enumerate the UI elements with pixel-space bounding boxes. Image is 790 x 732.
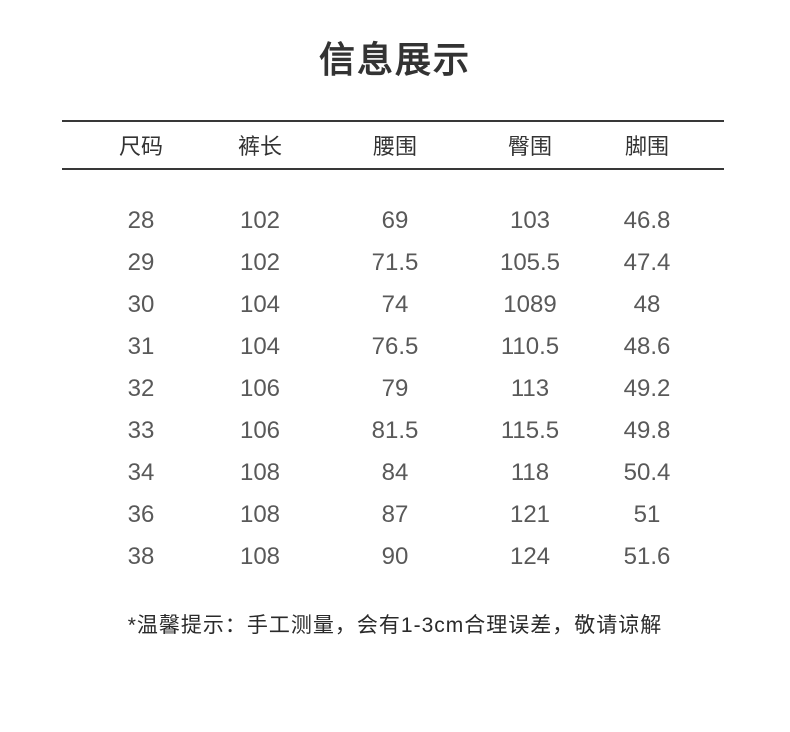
- table-row: 36 108 87 121 51: [62, 494, 724, 536]
- table-cell: 108: [239, 501, 281, 528]
- table-cell: 104: [239, 333, 281, 360]
- table-cell: 118: [510, 459, 550, 486]
- measurement-disclaimer: *温馨提示：手工测量，会有1-3cm合理误差，敬请谅解: [127, 614, 663, 637]
- table-row: 38 108 90 124 51.6: [62, 536, 724, 578]
- table-row: 34 108 84 118 50.4: [62, 452, 724, 494]
- column-header-waist: 腰围: [372, 134, 417, 159]
- table-body: 28 102 69 103 46.8 29 102 71.5 105.5 47.…: [62, 170, 724, 578]
- table-header-row: 尺码 裤长 腰围 臀围 脚围: [62, 120, 724, 170]
- table-cell: 84: [381, 459, 409, 486]
- table-cell: 74: [381, 291, 409, 318]
- table-cell: 121: [509, 501, 551, 528]
- table-cell: 108: [239, 543, 281, 570]
- table-cell: 31: [127, 333, 155, 360]
- table-cell: 103: [509, 207, 551, 234]
- table-cell: 106: [239, 375, 281, 402]
- page-title: 信息展示: [318, 39, 471, 80]
- table-cell: 50.4: [623, 459, 671, 486]
- table-cell: 47.4: [623, 249, 671, 276]
- table-cell: 48.6: [623, 333, 671, 360]
- table-cell: 34: [127, 459, 155, 486]
- column-header-hip: 臀围: [507, 134, 552, 159]
- column-header-size: 尺码: [118, 134, 163, 159]
- table-cell: 51.6: [623, 543, 671, 570]
- table-cell: 46.8: [623, 207, 671, 234]
- table-cell: 106: [239, 417, 281, 444]
- table-cell: 51: [633, 501, 661, 528]
- table-cell: 81.5: [371, 417, 419, 444]
- table-cell: 76.5: [371, 333, 419, 360]
- table-cell: 102: [239, 249, 281, 276]
- table-cell: 110.5: [500, 333, 560, 360]
- table-cell: 87: [381, 501, 409, 528]
- table-cell: 1089: [503, 291, 557, 318]
- table-cell: 30: [127, 291, 155, 318]
- table-cell: 48: [633, 291, 661, 318]
- table-cell: 115.5: [500, 417, 560, 444]
- table-cell: 49.2: [623, 375, 671, 402]
- table-row: 32 106 79 113 49.2: [62, 368, 724, 410]
- table-cell: 36: [127, 501, 155, 528]
- table-cell: 90: [381, 543, 409, 570]
- table-cell: 124: [509, 543, 551, 570]
- table-cell: 69: [381, 207, 409, 234]
- table-cell: 33: [127, 417, 155, 444]
- table-row: 30 104 74 1089 48: [62, 284, 724, 326]
- table-cell: 29: [127, 249, 155, 276]
- table-cell: 108: [239, 459, 281, 486]
- table-row: 28 102 69 103 46.8: [62, 200, 724, 242]
- table-cell: 38: [127, 543, 155, 570]
- table-cell: 79: [381, 375, 409, 402]
- table-row: 33 106 81.5 115.5 49.8: [62, 410, 724, 452]
- table-row: 31 104 76.5 110.5 48.6: [62, 326, 724, 368]
- table-cell: 104: [239, 291, 281, 318]
- column-header-length: 裤长: [237, 134, 282, 159]
- table-cell: 105.5: [499, 249, 561, 276]
- table-cell: 71.5: [371, 249, 419, 276]
- table-cell: 49.8: [623, 417, 671, 444]
- column-header-leg: 脚围: [624, 134, 669, 159]
- table-cell: 28: [127, 207, 155, 234]
- size-table: 尺码 裤长 腰围 臀围 脚围 28 102 69 103 46.8 29 102…: [62, 120, 724, 578]
- table-cell: 102: [239, 207, 281, 234]
- table-cell: 32: [127, 375, 155, 402]
- table-row: 29 102 71.5 105.5 47.4: [62, 242, 724, 284]
- table-cell: 113: [510, 375, 550, 402]
